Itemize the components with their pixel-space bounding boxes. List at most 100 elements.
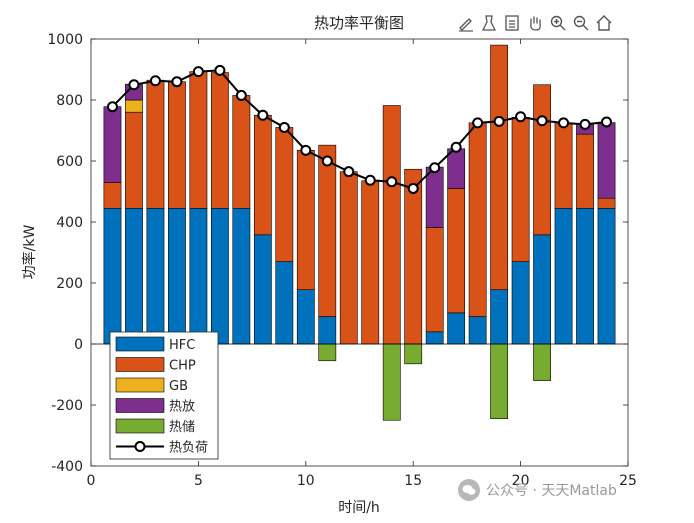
bar-热储-19	[490, 343, 509, 420]
bar-热放-16	[425, 166, 444, 228]
y-tick-label: 1000	[47, 32, 83, 48]
bar-CHP-8	[253, 114, 272, 236]
bar-CHP-13	[361, 180, 380, 345]
plot-frame	[90, 38, 629, 467]
legend-swatch-GB	[115, 377, 165, 393]
y-tick-label: -400	[51, 459, 83, 475]
axes-toolbar	[456, 10, 614, 36]
bar-HFC-1	[103, 207, 122, 345]
bar-HFC-23	[576, 207, 594, 345]
point-热负荷-16	[429, 162, 441, 174]
point-热负荷-11	[321, 155, 333, 167]
x-axis-label: 时间/h	[338, 500, 380, 516]
point-热负荷-1	[106, 101, 118, 113]
bar-HFC-6	[210, 207, 229, 345]
x-tick-label: 10	[297, 473, 315, 489]
bar-HFC-19	[490, 289, 509, 345]
point-热负荷-4	[171, 76, 183, 88]
x-tick-label: 20	[512, 473, 530, 489]
bar-HFC-10	[296, 289, 315, 345]
point-热负荷-10	[300, 144, 312, 156]
point-热负荷-20	[515, 111, 527, 123]
bar-HFC-22	[554, 207, 573, 345]
point-热负荷-17	[450, 141, 462, 153]
y-tick-label: 800	[56, 93, 83, 109]
bar-CHP-6	[210, 72, 229, 209]
data-tips-icon[interactable]	[479, 12, 499, 34]
point-热负荷-5	[192, 66, 204, 78]
chart-title: 热功率平衡图	[314, 14, 404, 32]
y-tick-label: -200	[51, 398, 83, 414]
legend-label-热放: 热放	[169, 400, 195, 415]
watermark-text: 公众号 · 天天Matlab	[486, 483, 617, 499]
bar-CHP-20	[511, 117, 530, 262]
legend-label-CHP: CHP	[169, 359, 196, 374]
bar-HFC-24	[597, 207, 616, 345]
point-热负荷-6	[214, 64, 226, 76]
bar-热储-14	[382, 343, 401, 421]
home-icon[interactable]	[594, 12, 614, 34]
ticks-layer: 0 5 10 15 20 25 -400 -200 0 200 400 600 800 1000	[47, 32, 637, 489]
x-tick-label: 15	[404, 473, 422, 489]
legend-marker-热负荷	[134, 441, 146, 452]
brush-icon[interactable]	[502, 12, 522, 34]
bar-HFC-3	[146, 207, 165, 345]
point-热负荷-8	[257, 109, 269, 121]
bar-CHP-12	[339, 171, 358, 345]
bar-热储-15	[404, 343, 423, 365]
legend-box	[109, 331, 219, 460]
bar-GB-2	[125, 99, 143, 113]
bar-CHP-23	[576, 133, 594, 209]
point-热负荷-19	[493, 115, 505, 127]
bar-CHP-3	[146, 79, 165, 209]
bar-CHP-5	[189, 71, 208, 209]
y-tick-label: 400	[56, 215, 83, 231]
y-tick-label: 200	[56, 276, 83, 292]
bar-CHP-21	[533, 84, 551, 236]
bar-热放-24	[597, 122, 616, 199]
watermark: 公众号 · 天天Matlab	[458, 478, 617, 502]
bar-CHP-1	[103, 182, 122, 209]
zoom-out-icon[interactable]	[571, 12, 591, 34]
point-热负荷-12	[343, 166, 355, 178]
bar-CHP-15	[404, 168, 423, 345]
line-layer	[106, 64, 613, 194]
wechat-icon	[458, 479, 480, 501]
bar-热储-11	[318, 343, 337, 362]
legend-label-热负荷: 热负荷	[169, 441, 208, 456]
zoom-in-icon[interactable]	[548, 12, 568, 34]
bar-HFC-11	[318, 316, 337, 345]
x-tick-label: 0	[87, 473, 96, 489]
bar-HFC-9	[275, 261, 294, 345]
bar-HFC-17	[447, 312, 466, 345]
bar-CHP-22	[554, 122, 573, 209]
point-热负荷-13	[364, 174, 376, 186]
bar-CHP-10	[296, 150, 315, 291]
bar-HFC-7	[232, 207, 251, 345]
point-热负荷-21	[536, 115, 548, 127]
bar-CHP-19	[490, 44, 509, 291]
bar-CHP-14	[382, 105, 401, 345]
bar-HFC-20	[511, 261, 530, 345]
point-热负荷-18	[472, 117, 484, 129]
legend-label-GB: GB	[169, 379, 188, 394]
pan-icon[interactable]	[525, 12, 545, 34]
y-axis-label: 功率/kW	[21, 225, 38, 280]
bars-layer	[103, 44, 616, 421]
point-热负荷-24	[601, 116, 613, 128]
x-tick-label: 25	[619, 473, 637, 489]
bar-热储-21	[533, 343, 551, 381]
legend-label-HFC: HFC	[169, 338, 195, 353]
bar-CHP-4	[168, 81, 186, 209]
bar-CHP-2	[125, 111, 143, 209]
x-tick-label: 5	[194, 473, 203, 489]
legend-swatch-热储	[115, 418, 165, 434]
bar-HFC-2	[125, 207, 143, 345]
bar-HFC-21	[533, 234, 551, 345]
point-热负荷-7	[235, 89, 247, 101]
point-热负荷-2	[128, 79, 140, 91]
point-热负荷-14	[386, 176, 398, 188]
edit-plot-icon[interactable]	[456, 12, 476, 34]
